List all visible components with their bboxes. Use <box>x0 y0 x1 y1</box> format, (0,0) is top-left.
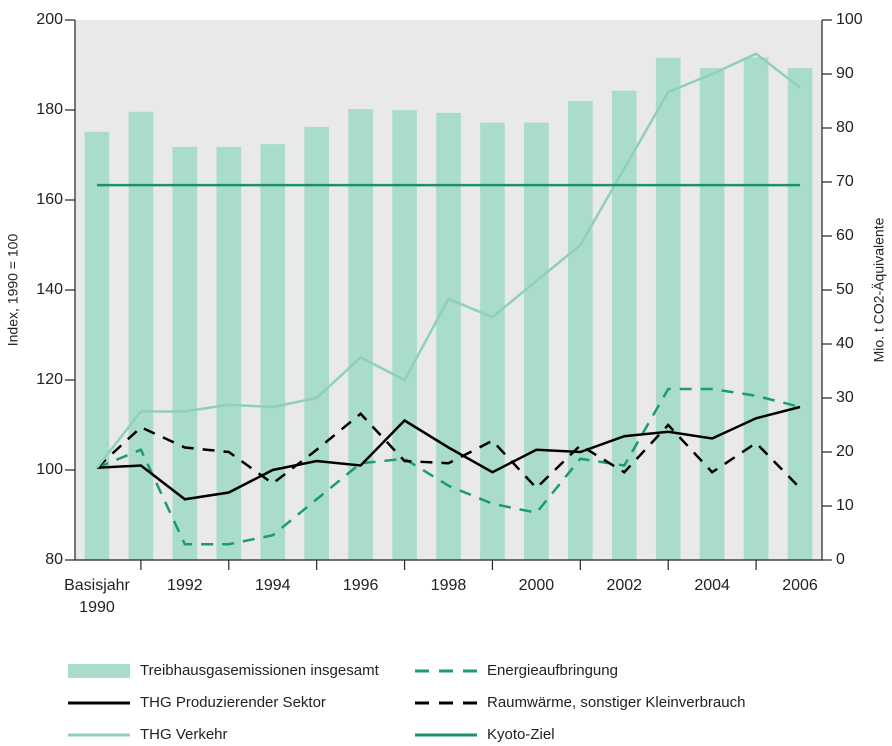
line-series <box>96 412 801 490</box>
y-tick-label: 100 <box>36 461 63 478</box>
bar <box>524 122 549 560</box>
legend-label: THG Produzierender Sektor <box>140 694 326 711</box>
bar <box>216 146 242 560</box>
x-tick-label: 2002 <box>606 577 642 594</box>
legend-label: Energieaufbringung <box>487 662 618 679</box>
legend-label: Kyoto-Ziel <box>487 726 555 743</box>
y2-tick-label: 90 <box>836 65 854 82</box>
x-tick-label: 1992 <box>167 577 203 594</box>
bar <box>348 109 373 560</box>
bar <box>172 146 198 560</box>
y-tick-label: 80 <box>45 551 63 568</box>
y2-tick-label: 20 <box>836 443 854 460</box>
y-tick-label: 200 <box>36 11 63 28</box>
x-tick-label: Basisjahr 1990 <box>64 577 130 616</box>
legend-swatch <box>68 664 130 678</box>
y2-tick-label: 0 <box>836 551 845 568</box>
bar <box>260 144 286 560</box>
line-series <box>95 52 801 469</box>
y2-tick-label: 10 <box>836 497 854 514</box>
y2-tick-label: 70 <box>836 173 854 190</box>
y2-tick-label: 80 <box>836 119 854 136</box>
y2-tick-label: 30 <box>836 389 854 406</box>
x-tick-label: 2004 <box>694 577 730 594</box>
bar <box>655 57 681 561</box>
legend-label: THG Verkehr <box>140 726 228 743</box>
bar <box>611 90 637 561</box>
y-tick-label: 180 <box>36 101 63 118</box>
bar <box>568 101 593 560</box>
x-tick-label: 2006 <box>782 577 818 594</box>
bar <box>84 131 110 560</box>
y-tick-label: 120 <box>36 371 63 388</box>
y-axis-title: Index, 1990 = 100 <box>5 234 21 347</box>
x-tick-label: 2000 <box>519 577 555 594</box>
x-tick-label: 1994 <box>255 577 291 594</box>
bar <box>480 122 505 560</box>
y-tick-label: 160 <box>36 191 63 208</box>
x-tick-label: 1996 <box>343 577 379 594</box>
line-series <box>96 387 801 546</box>
bar <box>392 110 417 561</box>
y2-tick-label: 100 <box>836 11 863 28</box>
bar <box>128 111 154 561</box>
y2-tick-label: 60 <box>836 227 854 244</box>
y2-tick-label: 40 <box>836 335 854 352</box>
line-series <box>96 405 801 501</box>
bar <box>436 112 461 560</box>
y-tick-label: 140 <box>36 281 63 298</box>
bar <box>743 57 769 560</box>
legend-label: Raumwärme, sonstiger Kleinverbrauch <box>487 694 745 711</box>
x-tick-label: 1998 <box>431 577 467 594</box>
legend-label: Treibhausgasemissionen insgesamt <box>140 662 380 679</box>
y2-axis-title: Mio. t CO2-Äquivalente <box>871 217 887 362</box>
bar <box>787 68 813 560</box>
bar <box>699 68 725 560</box>
bar <box>304 126 329 561</box>
y2-tick-label: 50 <box>836 281 854 298</box>
